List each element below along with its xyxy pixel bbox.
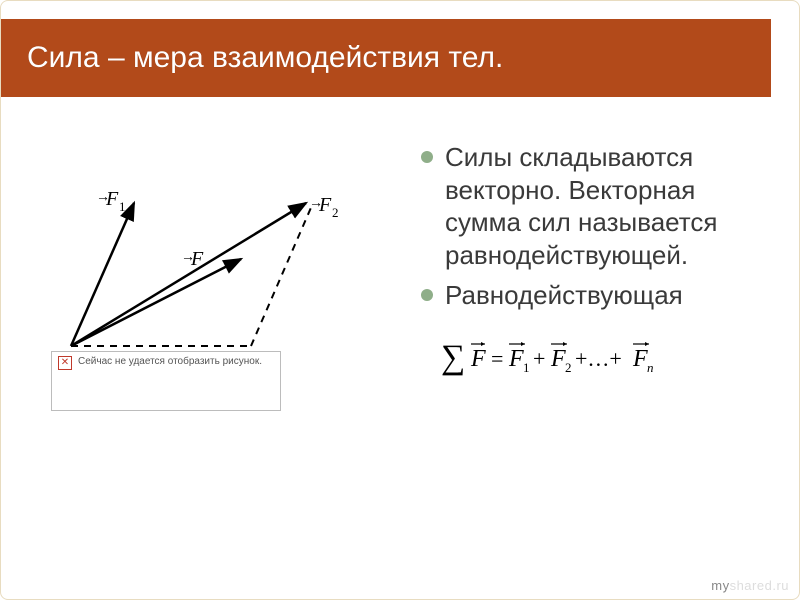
vector-parallelogram-diagram: F → 1 F → 2 F → ✕ Сейчас не удается отоб…: [51, 191, 361, 451]
svg-text:1: 1: [119, 199, 126, 214]
bullet-icon: [421, 151, 433, 163]
bullet-text-2: Равнодействующая: [445, 279, 683, 312]
svg-text:=: =: [491, 346, 503, 371]
svg-text:F: F: [550, 346, 566, 372]
svg-text:∑: ∑: [441, 339, 465, 376]
resultant-formula: ∑ F = F 1 + F 2 +…+: [441, 330, 771, 389]
broken-image-icon: ✕: [58, 356, 72, 370]
parallelogram-svg: F → 1 F → 2 F →: [51, 191, 361, 361]
svg-text:F: F: [470, 346, 486, 372]
svg-text:F: F: [632, 346, 648, 372]
svg-text:2: 2: [565, 360, 572, 375]
broken-image-text: Сейчас не удается отобразить рисунок.: [78, 356, 262, 367]
title-bar: Сила – мера взаимодействия тел.: [1, 19, 771, 97]
svg-text:→: →: [96, 191, 110, 205]
watermark-prefix: my: [711, 578, 729, 593]
svg-text:1: 1: [523, 360, 530, 375]
svg-text:→: →: [181, 250, 195, 265]
text-column: Силы складываются векторно. Векторная су…: [421, 141, 771, 389]
watermark: myshared.ru: [711, 578, 789, 593]
bullet-icon: [421, 289, 433, 301]
slide-body: F → 1 F → 2 F → ✕ Сейчас не удается отоб…: [1, 131, 799, 599]
bullet-text-1: Силы складываются векторно. Векторная су…: [445, 141, 771, 271]
bullet-item: Силы складываются векторно. Векторная су…: [421, 141, 771, 271]
svg-text:+: +: [533, 346, 545, 371]
bullet-item: Равнодействующая: [421, 279, 771, 312]
slide-frame: Сила – мера взаимодействия тел.: [0, 0, 800, 600]
watermark-suffix: shared.ru: [730, 578, 789, 593]
slide-title: Сила – мера взаимодействия тел.: [27, 41, 503, 75]
svg-text:→: →: [309, 196, 323, 211]
svg-text:F: F: [508, 346, 524, 372]
svg-text:+…+: +…+: [575, 346, 622, 371]
svg-text:n: n: [647, 360, 654, 375]
svg-text:2: 2: [332, 205, 339, 220]
broken-image-placeholder: ✕ Сейчас не удается отобразить рисунок.: [51, 351, 281, 411]
